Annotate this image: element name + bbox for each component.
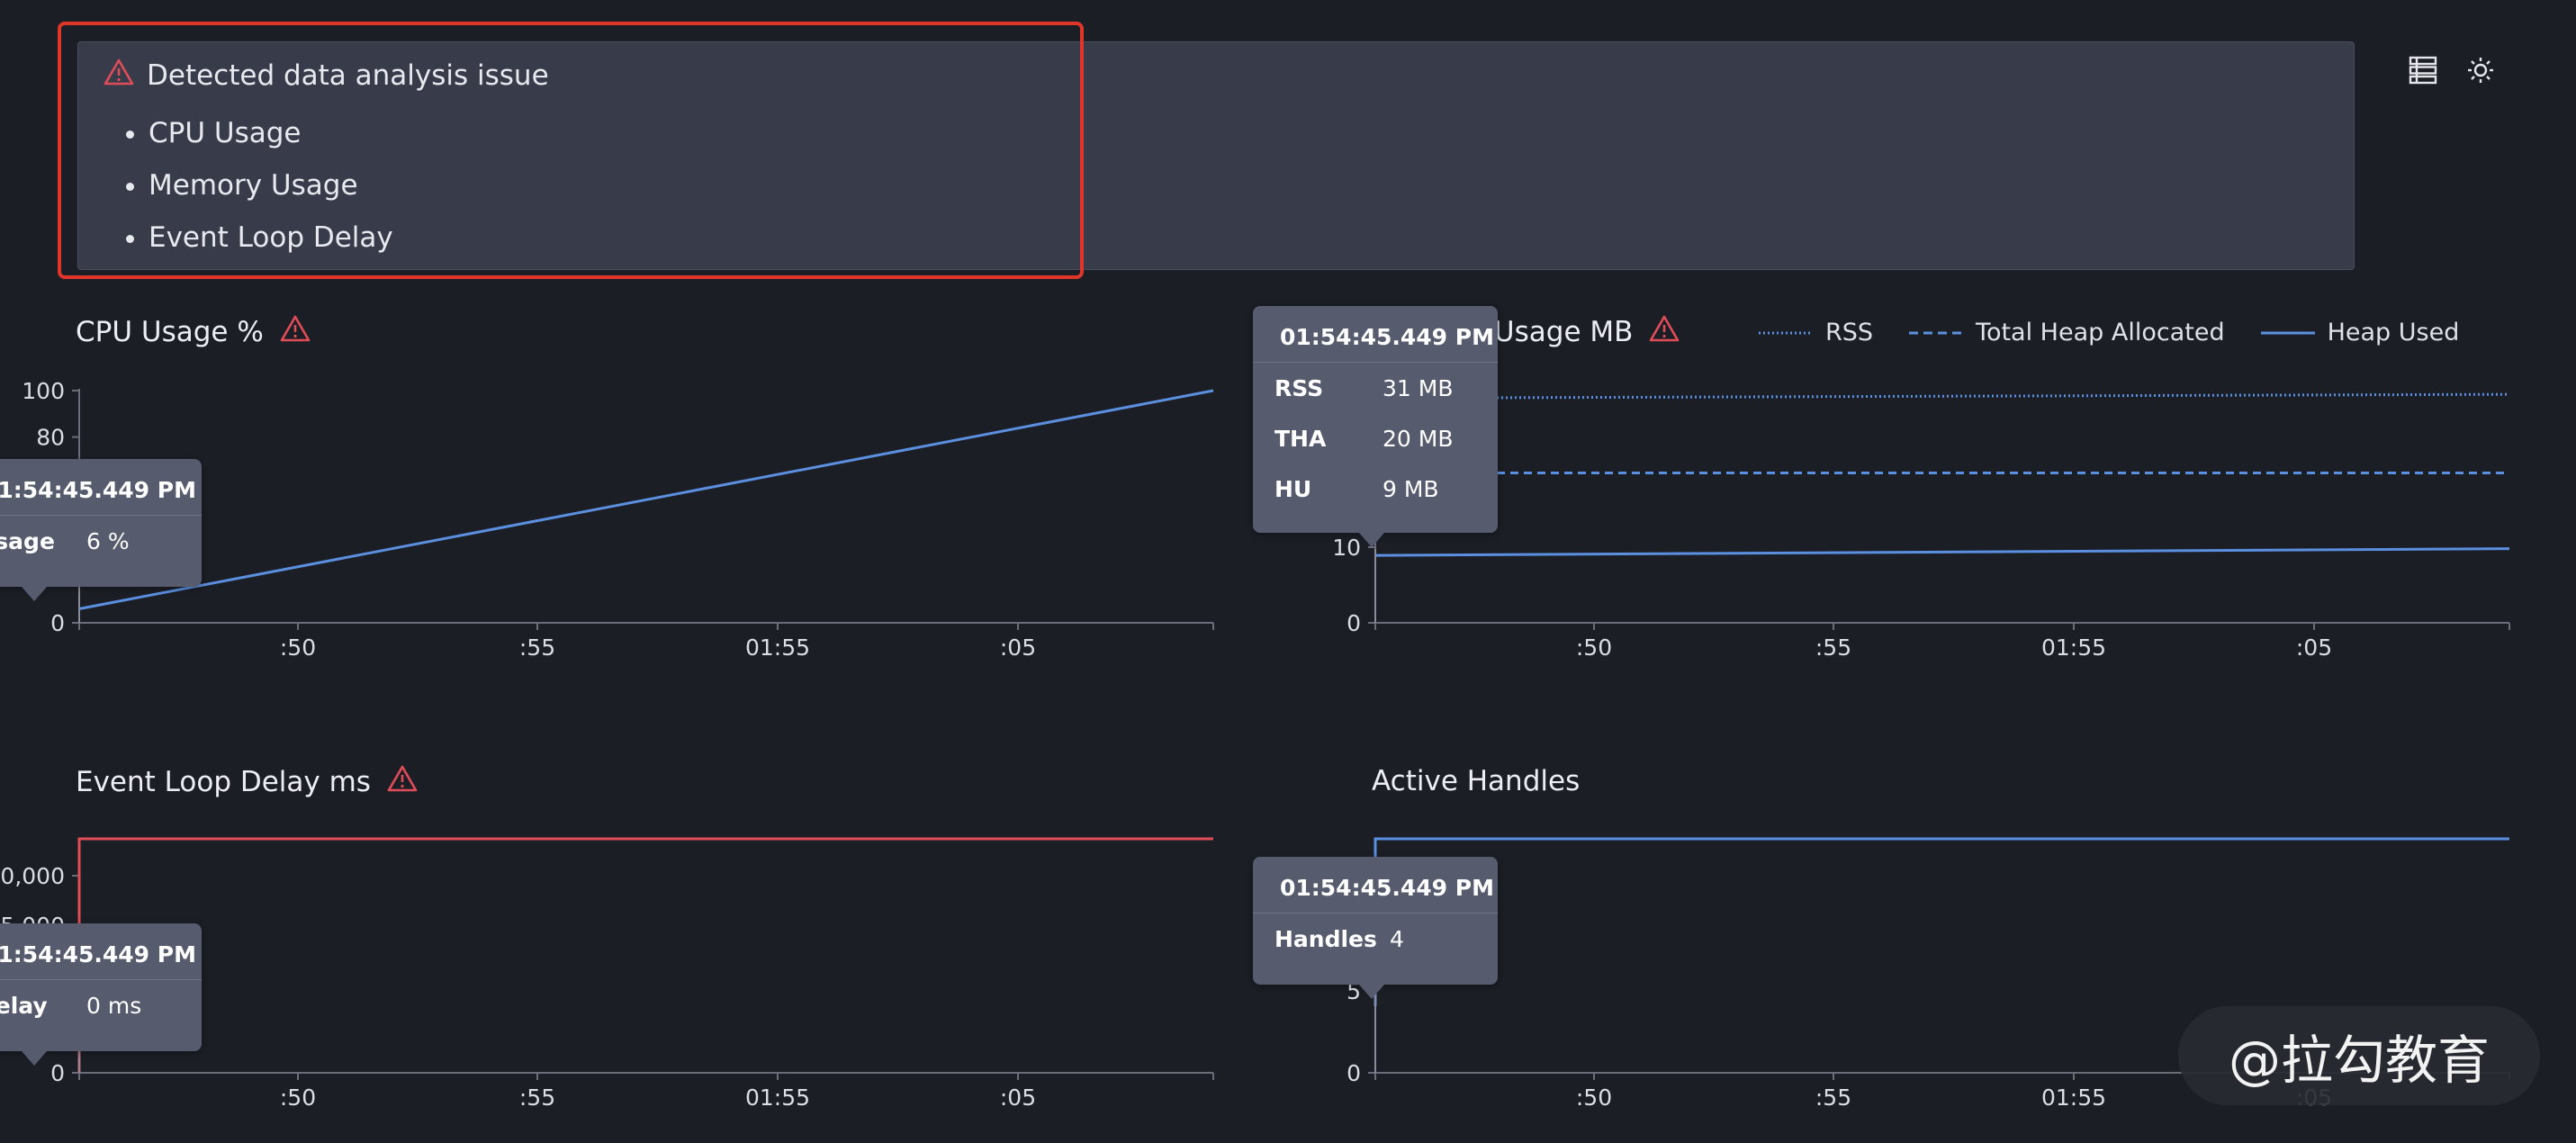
eld-tooltip: 01:54:45.449 PM Delay 0 ms	[0, 923, 202, 1066]
legend-hu[interactable]: Heap Used	[2260, 319, 2460, 346]
y-tick-label: 0	[1347, 610, 1361, 636]
tooltip-key: RSS	[1274, 374, 1324, 401]
handles-panel-title: Active Handles	[1372, 765, 1580, 797]
alert-title: Detected data analysis issue	[104, 58, 549, 93]
tooltip-value: 31 MB	[1383, 374, 1454, 401]
x-tick-label: :50	[1576, 634, 1612, 661]
highlight-box	[58, 22, 1084, 279]
legend-tha-label: Total Heap Allocated	[1976, 319, 2225, 346]
series-line-heap-used	[1374, 547, 2510, 557]
tooltip-key: Usage	[0, 527, 55, 554]
series-line-0	[1374, 837, 2509, 1006]
tooltip-row: RSS 31 MB	[1253, 363, 1498, 413]
tooltip-value: 20 MB	[1383, 425, 1454, 452]
series-line-0	[78, 389, 1214, 610]
x-tick-label: 01:55	[2041, 1084, 2106, 1111]
tooltip-key: HU	[1274, 475, 1312, 502]
cpu-panel-title: CPU Usage %	[76, 315, 311, 349]
watermark: @拉勾教育	[2178, 1006, 2540, 1105]
x-tick-label: :50	[280, 634, 316, 661]
sun-icon[interactable]	[2461, 50, 2500, 90]
tooltip-row: HU 9 MB	[1253, 464, 1498, 514]
y-tick-label: 5	[1347, 978, 1361, 1004]
x-tick-label: 01:55	[745, 634, 810, 661]
eld-panel-title: Event Loop Delay ms	[76, 765, 418, 799]
alert-banner: Detected data analysis issue CPU Usage M…	[77, 41, 2355, 270]
list-icon[interactable]	[2403, 50, 2443, 90]
y-tick-label: 0	[50, 610, 65, 636]
warning-icon	[1649, 315, 1680, 349]
tooltip-key: Delay	[0, 992, 48, 1019]
tooltip-time: 01:54:45.449 PM	[0, 941, 196, 968]
x-tick-label: :05	[1000, 634, 1036, 661]
cpu-tooltip: 01:54:45.449 PM Usage 6 %	[0, 459, 202, 601]
x-tick-label: :55	[519, 1084, 555, 1111]
x-tick-label: :05	[1000, 1084, 1036, 1111]
warning-icon	[280, 315, 311, 349]
y-tick-label: 0	[1347, 1060, 1361, 1086]
tooltip-value: 0 ms	[86, 992, 142, 1019]
x-tick-label: :55	[519, 634, 555, 661]
tooltip-value: 9 MB	[1383, 475, 1439, 502]
legend-rss[interactable]: RSS	[1759, 319, 1873, 346]
tooltip-row: Usage 6 %	[0, 516, 202, 566]
tooltip-time: 01:54:45.449 PM	[1280, 324, 1494, 350]
warning-icon	[104, 58, 134, 93]
y-tick-label: 0	[50, 1060, 65, 1086]
x-tick-label: :50	[1576, 1084, 1612, 1111]
y-tick-label: 10	[1332, 535, 1361, 561]
alert-issue-list: CPU Usage Memory Usage Event Loop Delay	[120, 107, 393, 264]
x-tick-label: 01:55	[2041, 634, 2106, 661]
handles-title-text: Active Handles	[1372, 765, 1581, 797]
series-line-rss	[1374, 392, 2510, 400]
y-tick-label: 20,000	[0, 863, 65, 889]
legend-tha[interactable]: Total Heap Allocated	[1909, 319, 2225, 346]
x-tick-label: :05	[2296, 634, 2332, 661]
tooltip-value: 4	[1390, 925, 1404, 952]
x-tick-label: :55	[1815, 1084, 1851, 1111]
x-tick-label: 01:55	[745, 1084, 810, 1111]
handles-tooltip: 01:54:45.449 PM Handles 4	[1253, 857, 1498, 999]
alert-title-text: Detected data analysis issue	[147, 59, 549, 92]
tooltip-row: Handles 4	[1253, 914, 1498, 964]
memory-tooltip: 01:54:45.449 PM RSS 31 MB THA 20 MB HU 9…	[1253, 306, 1498, 547]
x-tick-label: :55	[1815, 634, 1851, 661]
x-tick-label: :50	[280, 1084, 316, 1111]
tooltip-time: 01:54:45.449 PM	[1280, 875, 1494, 901]
y-tick-label: 100	[22, 378, 65, 404]
legend-rss-label: RSS	[1825, 319, 1874, 346]
warning-icon	[387, 765, 418, 799]
legend-hu-label: Heap Used	[2327, 319, 2460, 346]
y-tick-label: 80	[36, 425, 65, 451]
eld-title-text: Event Loop Delay ms	[76, 766, 371, 798]
tooltip-row: Delay 0 ms	[0, 980, 202, 1030]
tooltip-row: THA 20 MB	[1253, 413, 1498, 464]
memory-legend: RSS Total Heap Allocated Heap Used	[1759, 319, 2459, 346]
cpu-title-text: CPU Usage %	[76, 316, 264, 348]
alert-item-cpu: CPU Usage	[149, 107, 393, 159]
tooltip-time: 01:54:45.449 PM	[0, 477, 196, 503]
tooltip-key: Handles	[1274, 925, 1377, 952]
tooltip-value: 6 %	[86, 527, 130, 554]
alert-item-eld: Event Loop Delay	[149, 212, 393, 264]
alert-item-memory: Memory Usage	[149, 159, 393, 212]
tooltip-key: THA	[1274, 425, 1327, 452]
series-line-0	[77, 837, 1213, 1073]
